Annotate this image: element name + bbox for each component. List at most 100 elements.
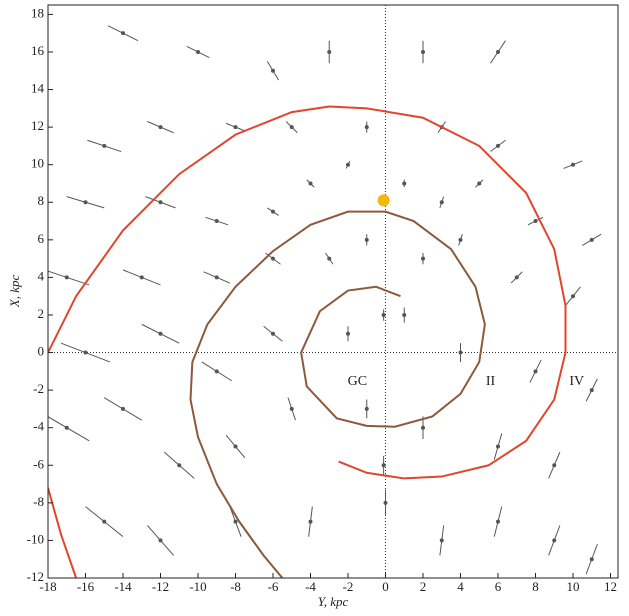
point [233,519,238,524]
x-tick-label: -12 [152,579,169,594]
y-tick-label: -2 [33,381,44,396]
point [346,162,350,167]
point [289,406,294,411]
y-tick-label: 2 [38,306,45,321]
point [533,219,538,224]
point [271,68,275,73]
x-tick-label: -16 [77,579,95,594]
point [571,294,575,299]
annotation: IV [569,374,584,389]
x-tick-label: 8 [532,579,539,594]
annotation: GC [348,374,367,389]
y-tick-label: -10 [27,531,44,546]
point [458,350,463,355]
point [121,406,125,411]
y-tick-label: 10 [31,156,44,171]
x-tick-label: -8 [230,579,241,594]
sun [377,194,390,207]
point [102,519,107,524]
point [214,369,219,374]
point [308,519,313,524]
y-tick-label: 4 [38,268,45,283]
point [64,425,69,430]
point [589,388,594,393]
y-tick-label: 14 [31,81,45,96]
annotation: II [486,374,496,389]
y-tick-label: 8 [38,193,45,208]
frame [47,4,619,579]
point [589,237,594,242]
point [214,275,219,280]
x-tick-label: 2 [420,579,427,594]
x-tick-label: 10 [567,579,580,594]
point [233,125,238,130]
point [64,275,69,280]
point [439,200,444,205]
point [496,444,500,449]
x-axis-label: Y, kpc [318,594,349,609]
point [552,463,557,468]
y-tick-label: 16 [31,43,45,58]
y-tick-label: 18 [31,5,44,20]
plot-area [48,5,618,578]
y-tick-label: -6 [33,456,44,471]
point [158,200,163,205]
point [402,181,407,186]
point [271,331,275,336]
point [589,557,594,562]
x-tick-label: 6 [495,579,502,594]
x-tick-label: 0 [382,579,389,594]
x-tick-label: -6 [268,579,279,594]
point [83,350,88,355]
y-tick-label: 0 [38,344,45,359]
x-tick-label: 4 [457,579,464,594]
x-tick-label: 12 [604,579,617,594]
point [308,181,313,186]
point [233,444,238,449]
point [421,256,425,261]
point [364,125,369,130]
point [289,125,294,130]
point [533,369,538,374]
point [139,275,144,280]
point [158,331,163,336]
point [102,143,107,148]
y-tick-label: -4 [33,419,44,434]
point [381,312,386,317]
y-tick-label: -12 [27,569,44,584]
point [496,143,500,148]
point [327,256,332,261]
point [177,463,182,468]
point [364,406,369,411]
point [271,256,275,261]
point [383,500,388,505]
x-tick-label: -2 [343,579,354,594]
point [421,49,425,54]
point [514,275,519,280]
point [402,312,407,317]
point [214,219,219,224]
y-tick-label: -8 [33,494,44,509]
y-tick-label: 6 [38,231,45,246]
x-tick-label: -18 [39,579,56,594]
spiral-arm [48,105,567,578]
point [121,31,125,36]
point [158,125,163,130]
point [364,237,369,242]
point [439,538,444,543]
point [271,209,275,214]
spiral-arm [189,210,486,578]
x-tick-label: -10 [189,579,206,594]
point [552,538,557,543]
point [158,538,163,543]
x-tick-label: -14 [114,579,132,594]
point [496,519,500,524]
point [83,200,88,205]
point [196,49,200,54]
point [458,237,463,242]
point [571,162,575,167]
point [327,49,332,54]
x-tick-label: -4 [305,579,316,594]
y-tick-label: 12 [31,118,44,133]
